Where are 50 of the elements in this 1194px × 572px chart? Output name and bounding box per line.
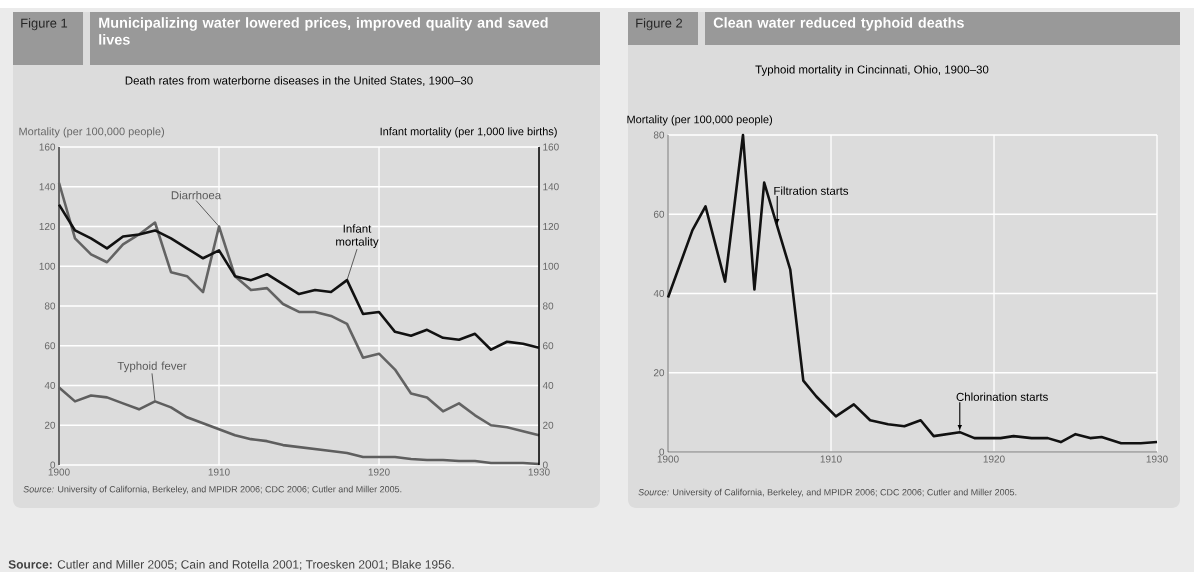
y-tick-label: 160: [39, 143, 56, 151]
x-tick-label: 1910: [208, 468, 230, 476]
y-tick-label: 60: [44, 342, 56, 350]
line-series: [666, 133, 1159, 445]
y2-tick-label: 100: [543, 262, 559, 270]
caption: Figure 2: [636, 18, 683, 31]
y-tick-label: 0: [50, 461, 56, 469]
y2-tick-label: 40: [542, 381, 554, 390]
y2-axis-title: Infant mortality (per 1,000 live births): [380, 127, 557, 138]
y-tick-label: 0: [659, 448, 665, 456]
chart-title: Municipalizing water lowered prices, improved quality and saved lives: [99, 17, 548, 45]
text: Source: University of California, Berkeley, and MPIDR 2006; CDC 2006; Cutler and Miller 2005.: [638, 488, 1017, 498]
y2-tick-label: 140: [543, 183, 559, 191]
y-tick-label: 60: [653, 210, 665, 218]
y-tick-label: 140: [39, 183, 56, 191]
caption: Figure 1: [21, 18, 68, 31]
annotation: Filtration starts: [774, 186, 849, 195]
y-tick-label: 20: [44, 421, 56, 429]
y-tick-label: 100: [39, 262, 56, 270]
y2-tick-label: 60: [543, 342, 554, 350]
y2-tick-label: 20: [543, 421, 554, 429]
y-tick-label: 20: [653, 369, 665, 377]
annotation: Diarrhoea: [171, 190, 222, 200]
chart-subtitle: Typhoid mortality in Cincinnati, Ohio, 1900–30: [755, 65, 989, 76]
y2-tick-label: 120: [543, 222, 559, 231]
y-axis-title: Mortality (per 100,000 people): [627, 115, 773, 126]
x-tick-label: 1920: [983, 455, 1005, 463]
y2-tick-label: 160: [543, 143, 559, 151]
y-axis-title: Mortality (per 100,000 people): [19, 127, 165, 138]
y-tick-label: 120: [39, 222, 56, 231]
annotation: Typhoid fever: [117, 361, 187, 373]
y-tick-label: 40: [653, 289, 665, 298]
y2-tick-label: 0: [542, 461, 548, 469]
text: Source: Cutler and Miller 2005; Cain and Rotella 2001; Troesken 2001; Blake 1956.: [8, 559, 454, 571]
annotation: Chlorination starts: [956, 392, 1048, 401]
x-tick-label: 1900: [657, 455, 679, 463]
annotation: Infant mortality: [336, 224, 379, 248]
x-tick-label: 1900: [48, 468, 70, 476]
y-tick-label: 80: [653, 131, 665, 139]
chart-subtitle: Death rates from waterborne diseases in the United States, 1900–30: [125, 76, 473, 86]
y2-tick-label: 80: [542, 302, 554, 310]
chart-title: Clean water reduced typhoid deaths: [713, 17, 964, 31]
x-tick-label: 1910: [820, 455, 842, 463]
y-tick-label: 40: [44, 381, 56, 390]
text: Source: University of California, Berkeley, and MPIDR 2006; CDC 2006; Cutler and Miller 2005.: [23, 485, 402, 495]
x-tick-label: 1920: [368, 468, 390, 476]
x-tick-label: 1930: [528, 468, 550, 476]
x-tick-label: 1930: [1146, 455, 1168, 463]
y-tick-label: 80: [44, 302, 56, 310]
line-series: [57, 181, 541, 437]
